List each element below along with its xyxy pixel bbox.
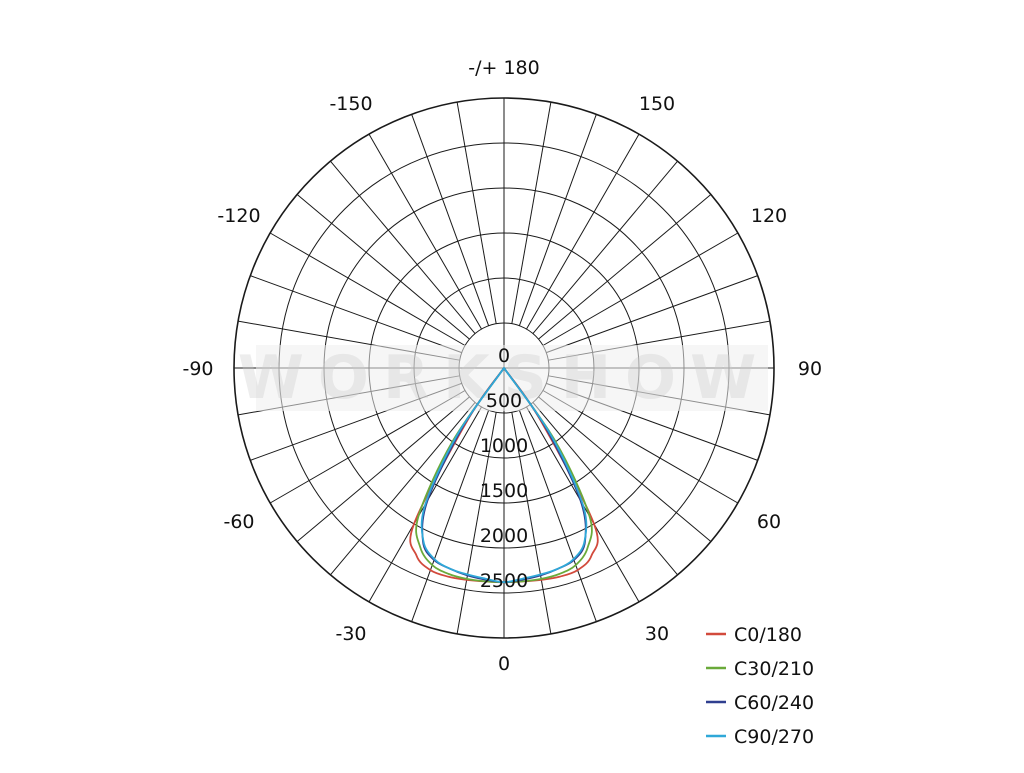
series-line-c90-270 [420, 367, 588, 584]
axis-labels: -/+ 180 0 150 -150 120 -120 90 -90 60 -60 30 -30 0 50… [182, 57, 822, 675]
grid-spoke [330, 402, 476, 576]
angle-label: -30 [335, 623, 366, 645]
grid-spoke [250, 275, 462, 354]
grid-spoke [269, 232, 466, 346]
legend: C0/180 C30/210 C60/240 C90/270 [706, 624, 814, 748]
grid-spoke [518, 410, 597, 622]
grid-spoke [542, 232, 739, 346]
grid-spoke [296, 194, 470, 340]
legend-label: C30/210 [734, 658, 814, 680]
series-curves [409, 367, 599, 584]
grid-spoke [511, 412, 552, 634]
legend-label: C60/240 [734, 692, 814, 714]
radial-tick-label: 0 [498, 345, 510, 367]
grid-spoke [538, 396, 712, 542]
angle-label: 150 [639, 93, 675, 115]
radial-tick-label: 1000 [480, 435, 528, 457]
grid-spoke [411, 410, 490, 622]
angle-label: 120 [751, 205, 787, 227]
angle-label: 30 [645, 623, 669, 645]
grid-spoke [330, 160, 476, 334]
radial-tick-label: 1500 [480, 480, 528, 502]
grid-spoke [538, 194, 712, 340]
radial-tick-label: 2500 [480, 570, 528, 592]
grid-spoke [411, 114, 490, 326]
grid-spoke [526, 133, 640, 330]
grid-spoke [532, 402, 678, 576]
polar-grid [233, 97, 775, 639]
grid-spoke [532, 160, 678, 334]
angle-label: -150 [329, 93, 372, 115]
legend-label: C90/270 [734, 726, 814, 748]
grid-spoke [368, 133, 482, 330]
angle-label: 90 [798, 358, 822, 380]
angle-label: 60 [757, 511, 781, 533]
angle-label: -90 [182, 358, 213, 380]
angle-label: -60 [223, 511, 254, 533]
watermark: WORKSHOW [238, 343, 768, 413]
radial-tick-label: 500 [486, 390, 522, 412]
angle-label: -120 [217, 205, 260, 227]
grid-spoke [546, 275, 758, 354]
grid-spoke [456, 102, 497, 324]
grid-spoke [511, 102, 552, 324]
angle-label-top: -/+ 180 [468, 57, 539, 79]
grid-spoke [518, 114, 597, 326]
radial-tick-label: 2000 [480, 525, 528, 547]
legend-label: C0/180 [734, 624, 802, 646]
grid-spoke [456, 412, 497, 634]
grid-spoke [296, 396, 470, 542]
angle-label-bottom: 0 [498, 653, 510, 675]
